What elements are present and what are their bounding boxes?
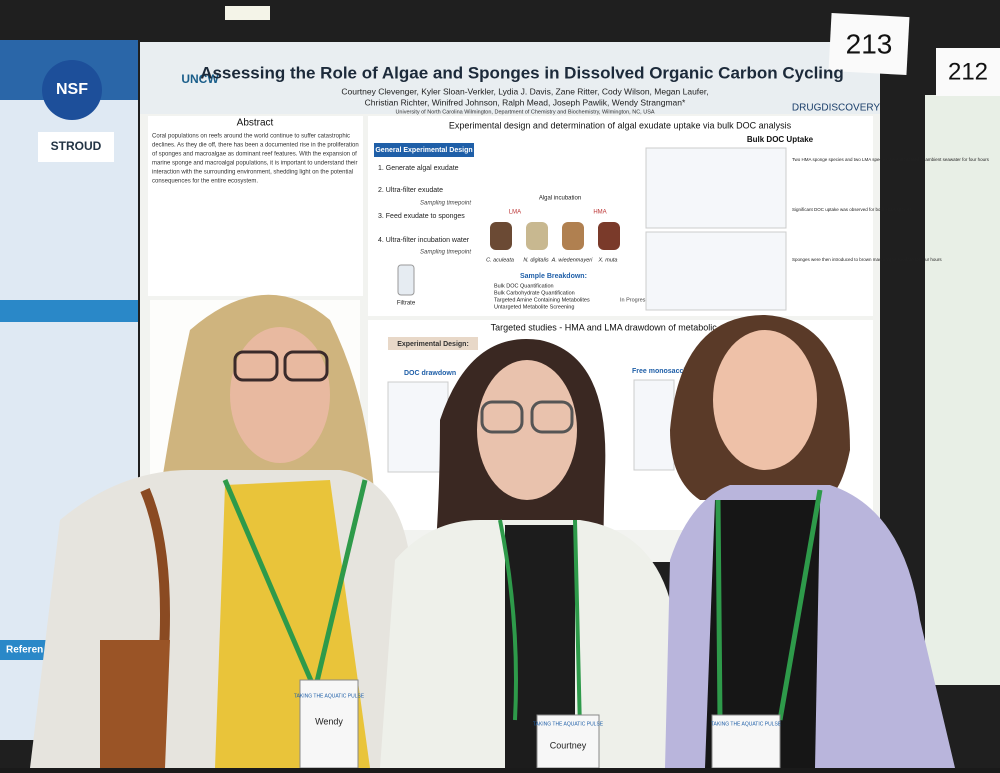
species: C. aculeata N. digitalis A. wiedenmayeri X.… <box>486 210 620 263</box>
person-middle: TAKING THE AQUATIC PULSE Courtney <box>380 339 680 769</box>
sponge <box>562 222 584 250</box>
left-heading: Referen <box>6 645 43 656</box>
sampling-label: Sampling timepoint <box>420 201 471 207</box>
notes: Two HMA sponge species and two LMA speci… <box>792 157 990 262</box>
steps: 1. Generate algal exudate 2. Ultra-filter… <box>378 165 471 256</box>
design-badge <box>374 143 474 157</box>
species-label: X. muta <box>598 257 618 263</box>
affiliation: University of North Carolina Wilmington,… <box>395 109 654 115</box>
abstract-line: Coral populations on reefs around the wo… <box>152 134 350 140</box>
poster-number: 213 <box>846 28 893 59</box>
logo-text: NSF <box>56 81 88 98</box>
subheading: Free monosaccharide <box>632 368 704 375</box>
step: 3. Feed exudate to sponges <box>378 213 465 220</box>
poster-header <box>140 42 880 114</box>
filtrate-label: Filtrate <box>397 301 416 307</box>
nsf-logo <box>42 60 102 120</box>
badge-org: TAKING THE AQUATIC PULSE <box>294 693 365 699</box>
group-label: LMA <box>509 210 521 216</box>
stroud-logo <box>38 132 114 162</box>
ceiling-light <box>225 6 270 20</box>
bottle <box>397 264 415 296</box>
abstract-line: declines. As they die off, there has bee… <box>152 143 359 149</box>
sponge <box>598 222 620 250</box>
abstract-heading: Abstract <box>237 118 274 129</box>
abstract-line: of sponges and macroalgae as dominant re… <box>152 152 357 158</box>
design-heading: Experimental Design: <box>397 341 469 348</box>
bulk-heading: Bulk DOC Uptake <box>747 135 814 144</box>
right-poster <box>925 95 1000 685</box>
authors: Christian Richter, Winifred Johnson, Ral… <box>365 97 686 107</box>
step: 2. Ultra-filter exudate <box>378 187 443 194</box>
group-label: HMA <box>593 210 606 216</box>
design-badge <box>388 337 478 350</box>
left-band <box>0 300 138 322</box>
badge-org: TAKING THE AQUATIC PULSE <box>533 721 604 727</box>
poster-number: 212 <box>948 58 988 85</box>
breakdown-item: Bulk DOC Quantification <box>494 283 554 289</box>
poster-title: Assessing the Role of Algae and Sponges … <box>200 63 844 82</box>
sampling-label: Sampling timepoint <box>420 250 471 256</box>
step: 4. Ultra-filter incubation water <box>378 237 470 244</box>
species-label: N. digitalis <box>523 257 549 263</box>
status: In Progress <box>620 297 648 303</box>
breakdown-item: Bulk Carbohydrate Quantification <box>494 290 575 296</box>
authors: Courtney Clevenger, Kyler Sloan-Verkler,… <box>341 86 708 96</box>
person-left: TAKING THE AQUATIC PULSE Wendy <box>30 294 420 769</box>
breakdown-item: Targeted Amine Containing Metabolites <box>494 297 590 303</box>
number-card <box>936 48 1000 96</box>
sponge <box>526 222 548 250</box>
species-label: A. wiedenmayeri <box>551 257 593 263</box>
note: Significant DOC uptake was observed for … <box>792 207 913 212</box>
person-right: TAKING THE AQUATIC PULSE <box>665 315 955 769</box>
design-heading: General Experimental Design <box>375 147 472 154</box>
note: Sponges were then introduced to brown ma… <box>792 257 942 262</box>
subheading: DOC drawdown <box>404 370 456 377</box>
abstract-line: consequences for the entire ecosystem. <box>152 179 258 185</box>
step: 1. Generate algal exudate <box>378 165 459 172</box>
abstract-line: interaction with the surrounding environ… <box>152 170 353 176</box>
abstract-text: Coral populations on reefs around the wo… <box>152 134 359 185</box>
breakdown-heading: Sample Breakdown: <box>520 273 587 280</box>
note: Two HMA sponge species and two LMA speci… <box>792 157 990 162</box>
chart-panel <box>387 381 449 473</box>
logo-text: DRUGDISCOVERY <box>792 103 880 114</box>
badge-name: Courtney <box>550 740 587 750</box>
species-label: C. aculeata <box>486 257 514 263</box>
logo-text: UNCW <box>181 72 219 86</box>
incubation-label: Algal incubation <box>539 196 581 202</box>
abstract-box <box>148 116 363 296</box>
chart-panel <box>633 379 675 471</box>
section-heading: Targeted studies - HMA and LMA drawdown … <box>491 322 750 332</box>
abstract-line: marine sponge and macroalgal populations… <box>152 161 357 167</box>
sponge <box>490 222 512 250</box>
chart-panel <box>645 147 787 229</box>
badge-org: TAKING THE AQUATIC PULSE <box>711 721 782 727</box>
badge-name: Wendy <box>315 716 343 726</box>
logo-text: STROUD <box>51 139 102 153</box>
section-heading: Experimental design and determination of… <box>449 120 792 130</box>
number-card <box>828 12 910 76</box>
chart-panel <box>645 231 787 311</box>
breakdown-item: Untargeted Metabolite Screening <box>494 304 574 310</box>
